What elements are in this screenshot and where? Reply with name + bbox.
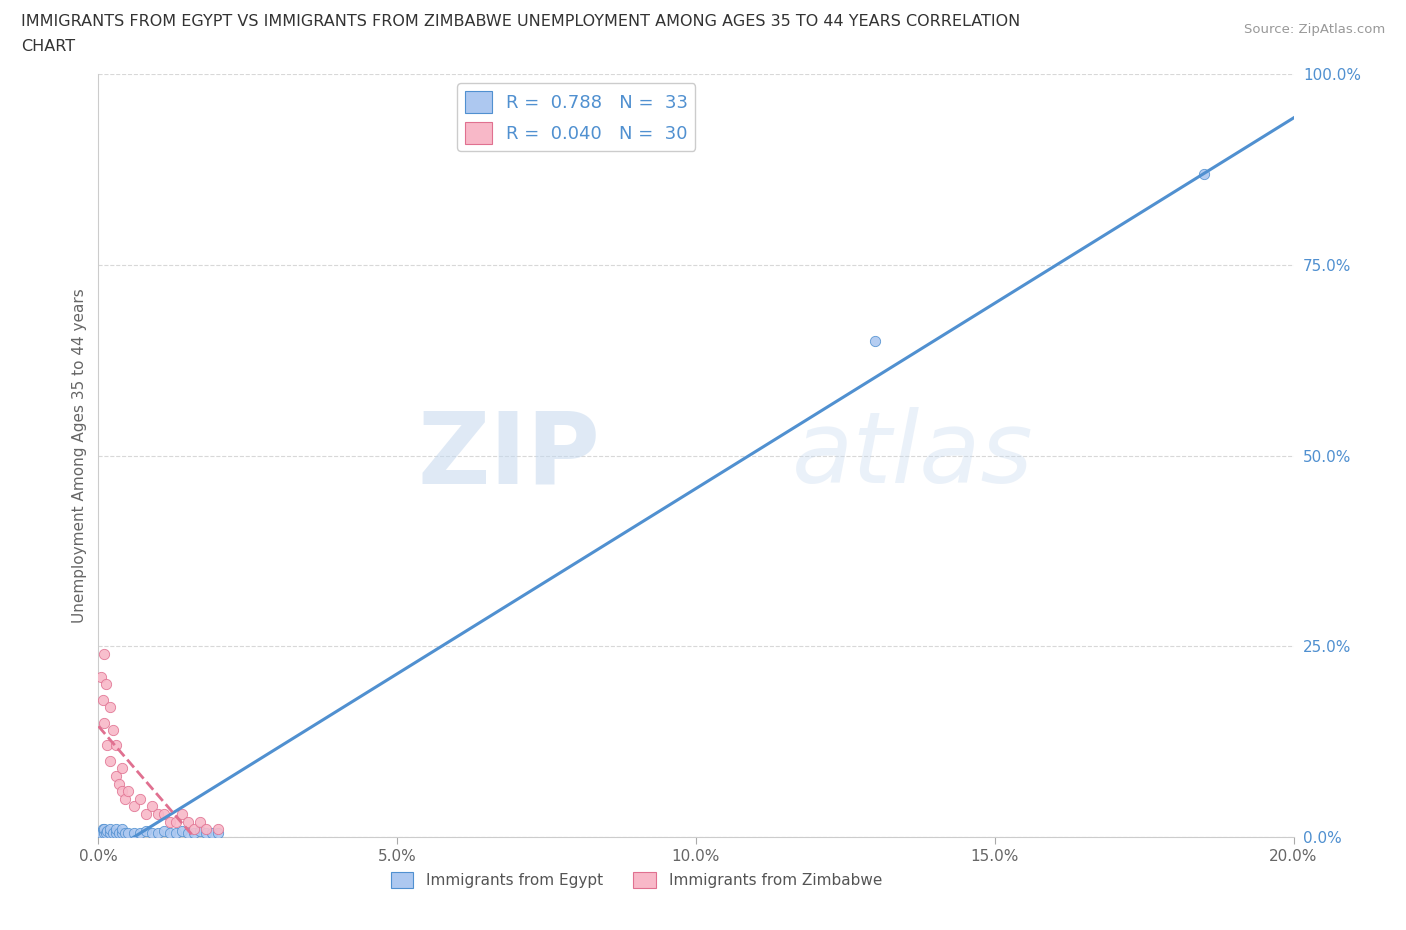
Point [135,823,157,838]
Point [94,677,117,692]
Point [183,822,205,837]
Point [105,826,128,841]
Text: Source: ZipAtlas.com: Source: ZipAtlas.com [1244,23,1385,36]
Point [111,761,134,776]
Point [98,822,122,837]
Point [129,826,152,841]
Point [183,826,205,841]
Point [117,826,139,841]
Point [159,815,181,830]
Point [148,826,170,841]
Point [98,700,122,715]
Point [114,791,136,806]
Text: CHART: CHART [21,39,75,54]
Point [93,822,115,837]
Point [105,822,128,837]
Point [103,723,125,737]
Point [207,822,229,837]
Point [90,826,112,841]
Legend: Immigrants from Egypt, Immigrants from Zimbabwe: Immigrants from Egypt, Immigrants from Z… [384,866,889,894]
Point [114,826,136,841]
Point [135,806,157,821]
Point [195,826,218,841]
Point [103,826,125,841]
Point [105,768,128,783]
Point [865,334,887,349]
Point [188,815,211,830]
Point [188,823,211,838]
Y-axis label: Unemployment Among Ages 35 to 44 years: Unemployment Among Ages 35 to 44 years [72,288,87,623]
Point [148,806,170,821]
Text: atlas: atlas [792,407,1033,504]
Point [172,806,194,821]
Text: IMMIGRANTS FROM EGYPT VS IMMIGRANTS FROM ZIMBABWE UNEMPLOYMENT AMONG AGES 35 TO : IMMIGRANTS FROM EGYPT VS IMMIGRANTS FROM… [21,14,1021,29]
Point [96,823,118,838]
Point [111,822,134,837]
Point [141,826,163,841]
Point [93,646,115,661]
Text: ZIP: ZIP [418,407,600,504]
Point [98,753,122,768]
Point [117,784,139,799]
Point [108,777,131,791]
Point [177,826,200,841]
Point [124,799,146,814]
Point [153,806,176,821]
Point [165,815,187,830]
Point [207,826,229,841]
Point [96,738,118,753]
Point [172,823,194,838]
Point [93,715,115,730]
Point [94,826,117,841]
Point [1192,166,1215,181]
Point [177,815,200,830]
Point [91,692,114,707]
Point [195,822,218,837]
Point [90,670,112,684]
Point [98,826,122,841]
Point [105,738,128,753]
Point [165,826,187,841]
Point [111,826,134,841]
Point [91,822,114,837]
Point [159,826,181,841]
Point [153,823,176,838]
Point [141,799,163,814]
Point [201,826,224,841]
Point [111,784,134,799]
Point [124,826,146,841]
Point [108,826,131,841]
Point [129,791,152,806]
Point [93,826,115,841]
